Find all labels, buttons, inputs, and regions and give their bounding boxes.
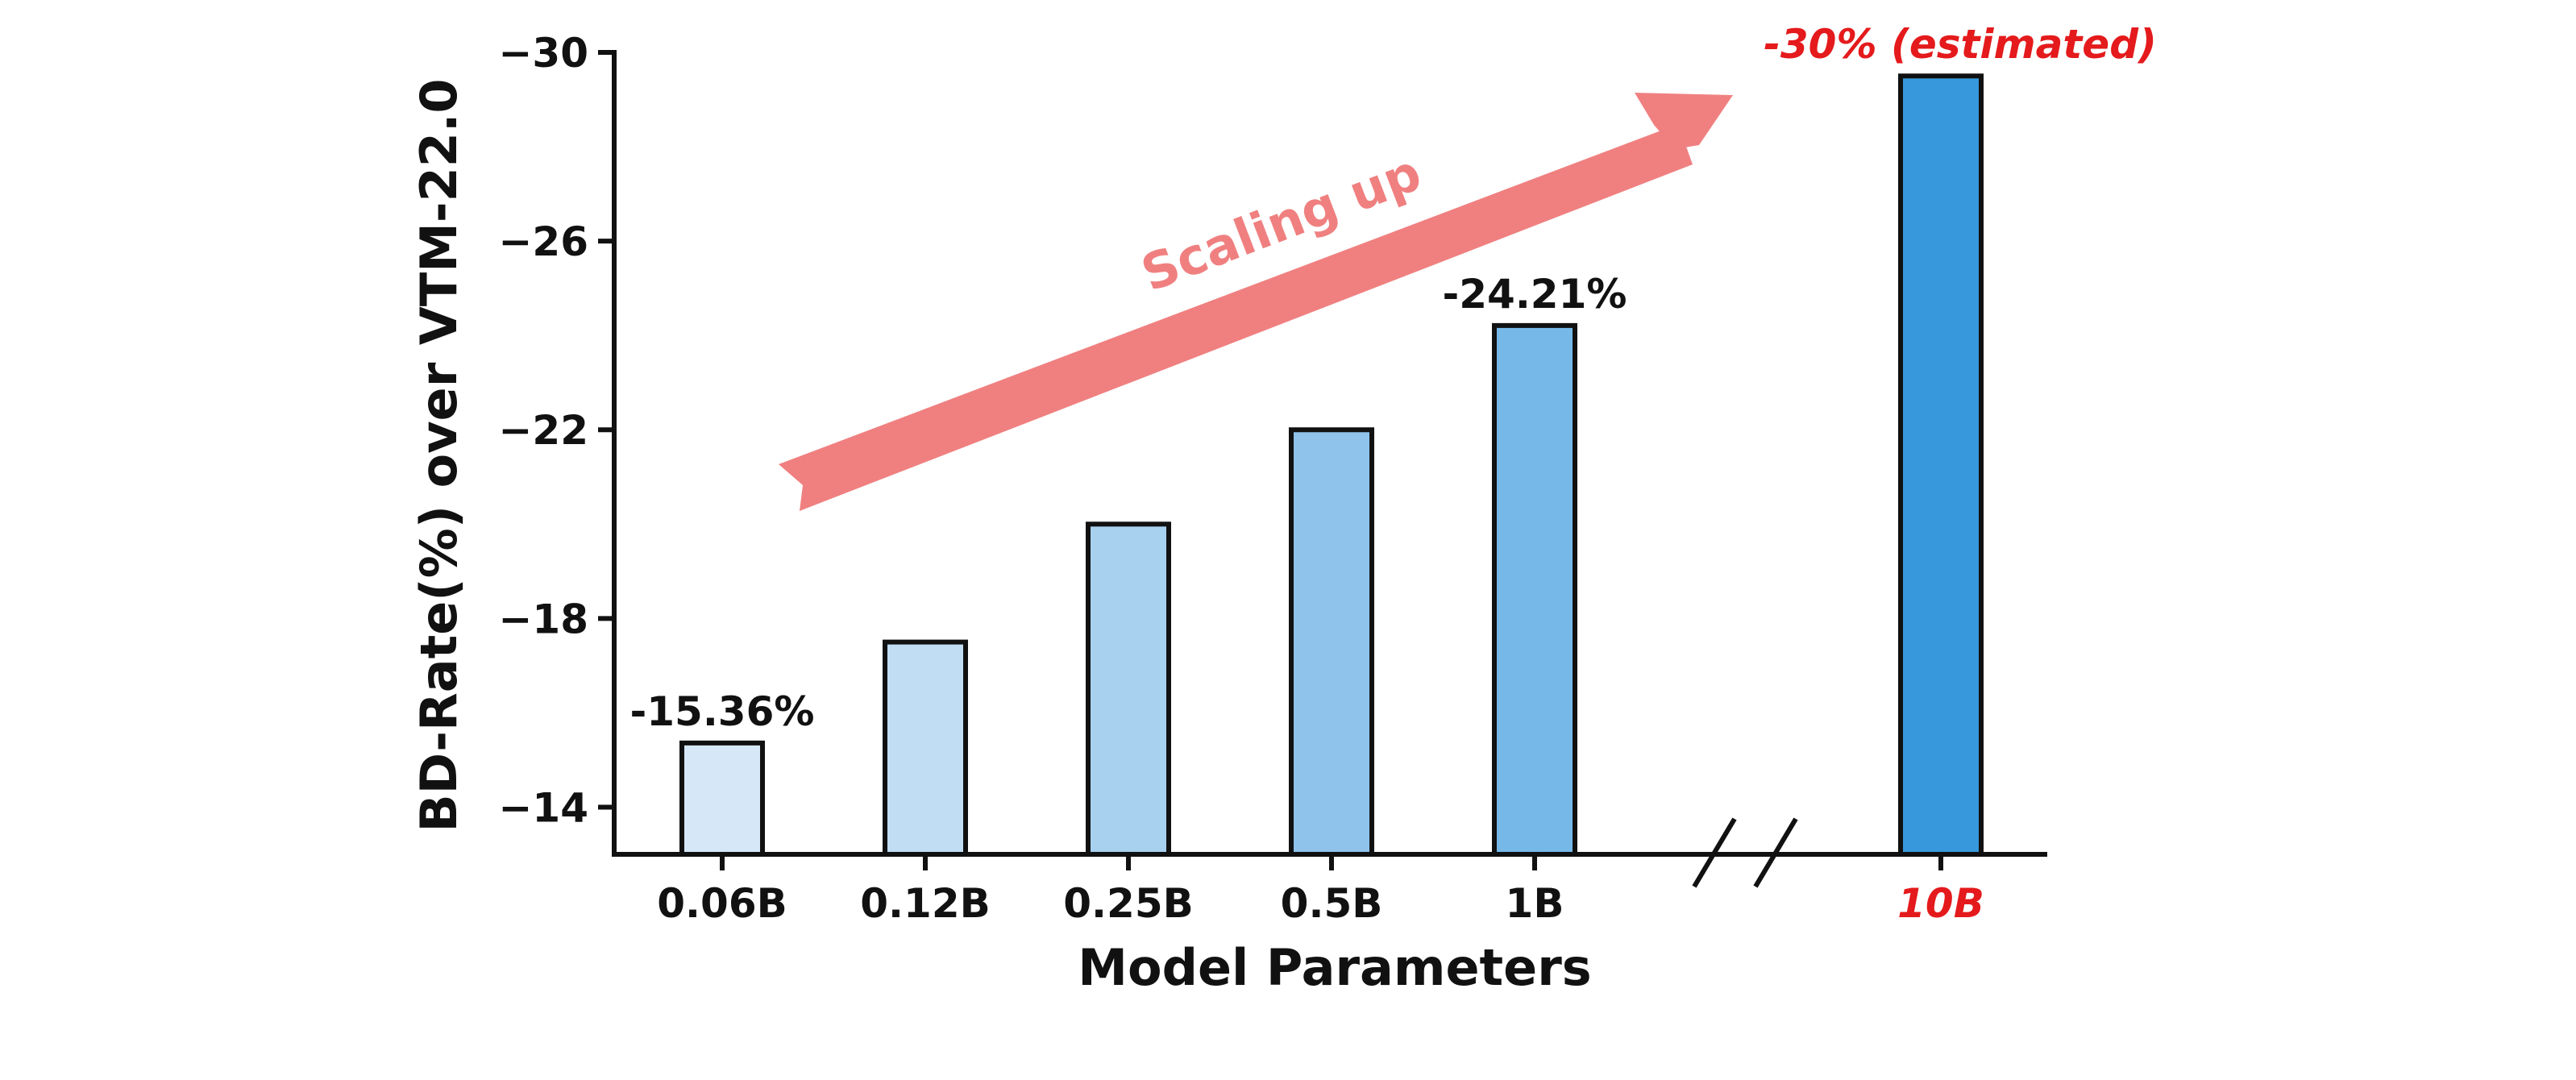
y-tick-label: −26 [499,218,588,265]
x-tick-label: 1B [1506,880,1564,927]
bar-10b [1898,73,1984,857]
bar-value-label: -15.36% [629,688,814,735]
axis-break-mark [1692,817,1737,888]
y-tick-label: −30 [499,30,588,77]
y-axis-title: BD-Rate(%) over VTM-22.0 [409,78,468,832]
x-axis: 0.06B 0.12B 0.25B 0.5B 1B 10B [612,817,2047,927]
scaling-arrow-head [1635,93,1733,149]
bar-0-5b [1289,427,1374,857]
y-tick-label: −22 [499,407,588,454]
axis-break-mark [1753,817,1798,888]
bar-0-12b [883,639,968,858]
bar-1b [1492,322,1577,857]
bar-0-06b [679,740,765,858]
x-tick-label: 0.06B [657,880,787,927]
bars-group [679,73,1984,858]
y-tick-label: −18 [499,596,588,642]
x-tick-label: 0.25B [1063,880,1193,927]
x-tick-label: 0.5B [1281,880,1383,927]
x-axis-title: Model Parameters [1078,938,1591,997]
y-axis: −14 −18 −22 −26 −30 [499,30,617,857]
data-labels-group: -15.36% -24.21% -30% (estimated) [629,21,2156,735]
scaling-arrow-shaft [779,124,1693,511]
bar-value-label: -24.21% [1442,271,1627,318]
y-tick-label: −14 [499,784,588,831]
bar-0-25b [1086,521,1171,857]
x-tick-label: 0.12B [860,880,990,927]
x-tick-label: 10B [1897,880,1984,927]
estimated-value-label: -30% (estimated) [1764,21,2157,68]
